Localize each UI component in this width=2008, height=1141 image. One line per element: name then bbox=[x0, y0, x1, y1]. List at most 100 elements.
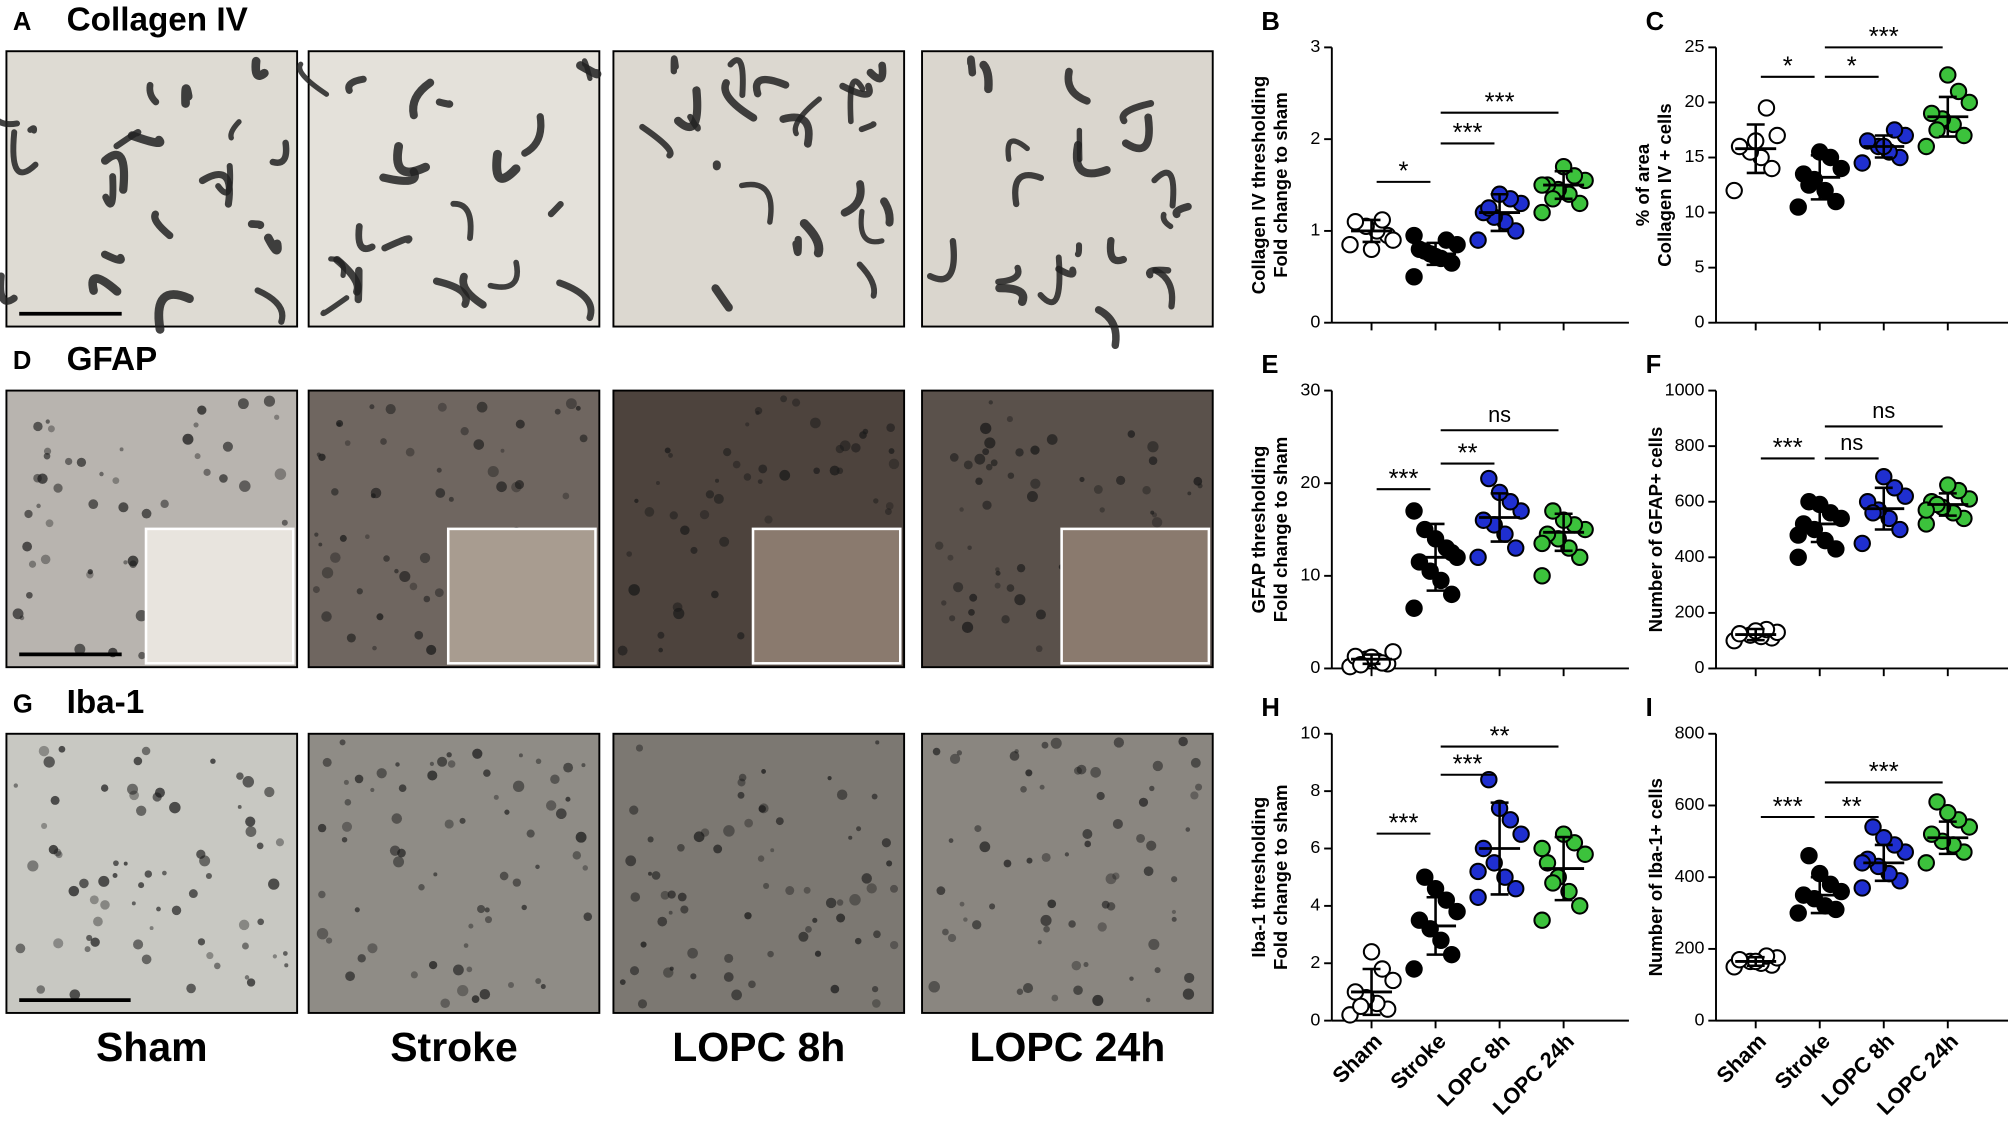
cell bbox=[1016, 563, 1026, 573]
vessel bbox=[1064, 67, 1091, 105]
cell bbox=[354, 907, 360, 913]
cell bbox=[1136, 833, 1146, 843]
significance-label: * bbox=[1847, 53, 1857, 81]
significance-label: *** bbox=[1869, 758, 1899, 786]
cell bbox=[55, 851, 63, 859]
dot bbox=[1512, 825, 1530, 843]
cell bbox=[129, 790, 139, 801]
cell bbox=[719, 536, 730, 547]
cell bbox=[68, 885, 80, 897]
vessel bbox=[1072, 140, 1111, 178]
cell bbox=[1112, 872, 1120, 880]
dot bbox=[1939, 66, 1957, 84]
y-tick-label: 10 bbox=[1685, 201, 1705, 221]
dot bbox=[1949, 82, 1968, 101]
cell bbox=[1116, 475, 1126, 485]
cell bbox=[1014, 594, 1026, 606]
cell bbox=[1152, 760, 1163, 772]
vessel bbox=[581, 58, 593, 82]
cell bbox=[1026, 857, 1033, 864]
cell bbox=[264, 786, 275, 798]
cell bbox=[391, 813, 403, 824]
cell bbox=[886, 423, 895, 432]
vessel bbox=[576, 61, 602, 79]
y-tick-label: 200 bbox=[1675, 602, 1705, 622]
cell bbox=[496, 481, 507, 493]
cell bbox=[26, 591, 33, 599]
cell bbox=[357, 954, 366, 963]
cell bbox=[399, 570, 411, 583]
significance-label: *** bbox=[1389, 465, 1419, 493]
dot bbox=[1853, 534, 1871, 553]
cell bbox=[119, 447, 124, 452]
cell bbox=[625, 855, 637, 867]
vessel bbox=[711, 284, 733, 312]
cell bbox=[830, 984, 840, 994]
cell bbox=[890, 940, 899, 950]
cell bbox=[1105, 873, 1117, 885]
cell bbox=[53, 938, 64, 949]
micrograph bbox=[307, 389, 601, 669]
cell bbox=[512, 780, 525, 792]
cell bbox=[427, 770, 438, 781]
cell bbox=[1043, 925, 1050, 933]
panel-letter: I bbox=[1646, 694, 1653, 722]
cell bbox=[859, 431, 867, 439]
vessel bbox=[721, 79, 758, 122]
cell bbox=[344, 799, 352, 806]
dot bbox=[1533, 839, 1551, 858]
cell bbox=[629, 966, 640, 976]
cell bbox=[512, 878, 522, 887]
cell bbox=[394, 568, 399, 574]
dot bbox=[1405, 599, 1423, 617]
cell bbox=[468, 923, 474, 929]
cell bbox=[53, 483, 63, 493]
cell bbox=[343, 779, 349, 785]
cell bbox=[144, 870, 153, 878]
cell bbox=[28, 560, 37, 568]
cell bbox=[693, 831, 705, 843]
cell bbox=[1138, 797, 1149, 807]
cell bbox=[1076, 764, 1087, 775]
cell bbox=[24, 509, 33, 519]
dot bbox=[1442, 945, 1461, 964]
cell bbox=[459, 817, 466, 824]
cell bbox=[810, 417, 821, 429]
cell bbox=[630, 892, 641, 902]
y-tick-label: 2 bbox=[1310, 128, 1320, 148]
cell bbox=[239, 480, 251, 492]
dot bbox=[1821, 875, 1840, 894]
cell bbox=[1092, 994, 1104, 1006]
vessel bbox=[639, 123, 674, 159]
dot bbox=[1352, 997, 1370, 1015]
cell bbox=[540, 984, 546, 990]
cell bbox=[405, 447, 415, 457]
dot bbox=[1405, 268, 1423, 286]
cell bbox=[331, 488, 339, 496]
dot bbox=[1362, 240, 1381, 258]
significance-label: *** bbox=[1453, 751, 1483, 779]
dot bbox=[1496, 868, 1514, 886]
cell bbox=[655, 481, 660, 486]
vessel bbox=[254, 287, 286, 325]
cell bbox=[572, 851, 582, 860]
cell bbox=[761, 768, 767, 774]
vessel bbox=[450, 200, 474, 241]
vessel bbox=[556, 279, 595, 322]
cell bbox=[871, 985, 879, 993]
cell bbox=[535, 978, 542, 985]
vessel bbox=[345, 75, 367, 94]
vessel bbox=[1037, 254, 1063, 306]
panel-letter: H bbox=[1261, 694, 1280, 722]
significance-label: * bbox=[1399, 158, 1409, 186]
cell bbox=[764, 515, 773, 524]
cell bbox=[936, 886, 946, 896]
cell bbox=[985, 463, 993, 471]
cell bbox=[53, 848, 62, 857]
cell bbox=[731, 989, 742, 1001]
dot bbox=[1341, 235, 1359, 254]
cell bbox=[284, 963, 289, 968]
vessel bbox=[127, 131, 165, 148]
cell bbox=[668, 453, 673, 458]
cell bbox=[1074, 766, 1082, 775]
